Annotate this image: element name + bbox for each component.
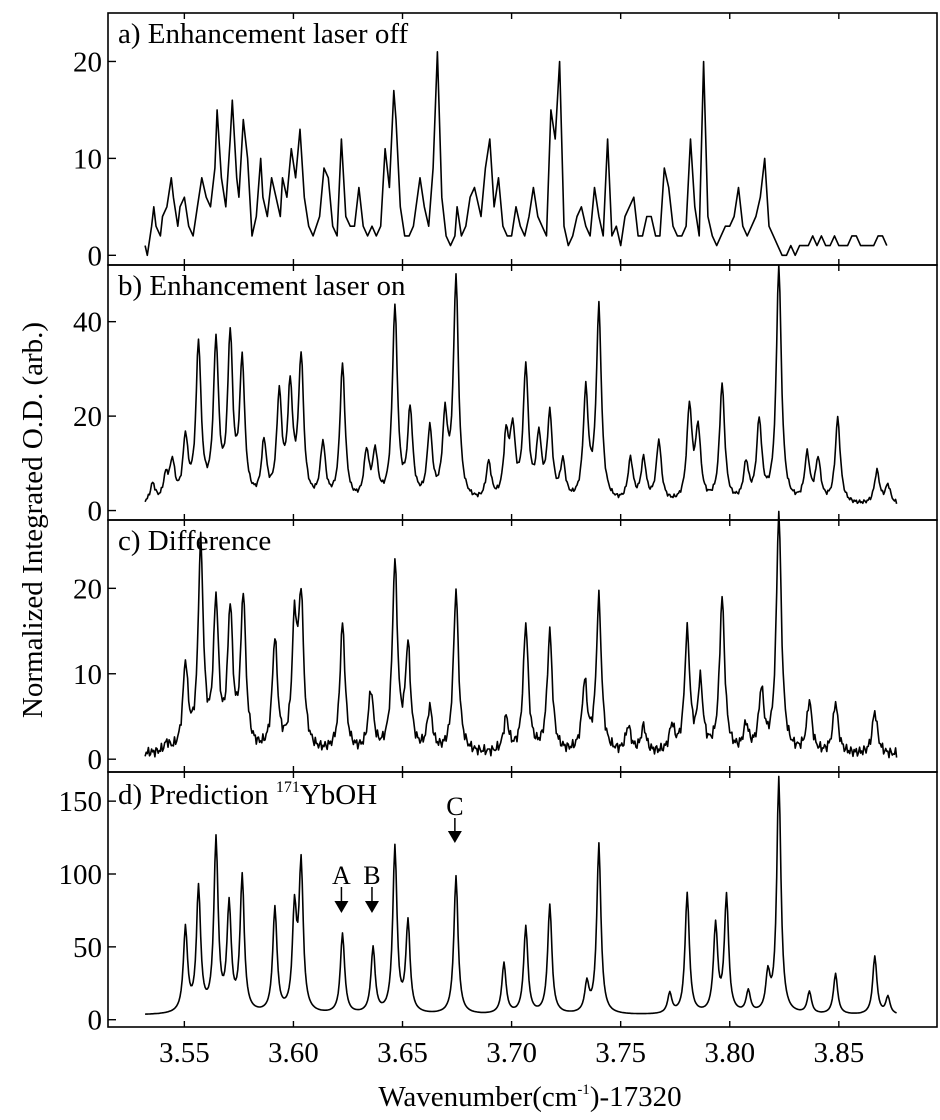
series-line-b [144, 264, 898, 505]
annotation-A: A [332, 861, 351, 890]
x-axis-label-sup: -1 [577, 1082, 590, 1098]
y-axis-label: Normalized Integrated O.D. (arb.) [17, 322, 49, 718]
annotation-B: B [363, 861, 380, 890]
x-tick-labels: 3.55 3.60 3.65 3.70 3.75 3.80 3.85 [159, 1037, 864, 1069]
panel-title: c) Difference [118, 525, 271, 557]
arrow-down-icon [364, 901, 379, 913]
y-tick-label: 100 [59, 859, 103, 891]
x-axis-label-tail: )-17320 [590, 1081, 682, 1113]
annotation-C: C [446, 792, 463, 821]
y-tick-label: 0 [88, 1005, 103, 1037]
x-axis-label: Wavenumber(cm-1)-17320 [378, 1081, 681, 1113]
y-tick-label: 0 [88, 240, 103, 272]
x-tick-label: 3.80 [704, 1037, 755, 1069]
arrow-down-icon [334, 901, 349, 913]
panel-b: 0 20 40 b) Enhancement laser on [73, 264, 938, 528]
y-tick-label: 0 [88, 744, 103, 776]
x-tick-label: 3.85 [813, 1037, 864, 1069]
y-tick-label: 20 [73, 46, 102, 78]
panel-title-main: d) Prediction [118, 779, 276, 811]
y-tick-label: 20 [73, 401, 102, 433]
x-tick-label: 3.60 [268, 1037, 319, 1069]
panel-d: 0 50 100 150 d) Prediction 171YbOH A B C [59, 771, 938, 1037]
x-tick-label: 3.55 [159, 1037, 210, 1069]
panel-title-sup: 171 [276, 779, 300, 796]
panel-c: 0 10 20 c) Difference [73, 510, 938, 776]
x-tick-label: 3.65 [377, 1037, 428, 1069]
panel-title: d) Prediction 171YbOH [118, 779, 377, 811]
panel-title: a) Enhancement laser off [118, 18, 408, 50]
arrow-down-icon [447, 831, 462, 843]
x-tick-label: 3.75 [595, 1037, 646, 1069]
panel-frame [107, 771, 938, 1028]
y-tick-label: 150 [59, 786, 103, 818]
y-tick-label: 20 [73, 573, 102, 605]
series-line-c [144, 510, 898, 759]
panel-title-tail: YbOH [300, 779, 377, 811]
y-tick-label: 40 [73, 307, 102, 339]
series-line-d [145, 775, 897, 1015]
panel-a: 0 10 20 a) Enhancement laser off [73, 12, 938, 272]
x-axis-label-main: Wavenumber(cm [378, 1081, 577, 1113]
y-tick-label: 10 [73, 659, 102, 691]
y-tick-label: 0 [88, 496, 103, 528]
x-tick-label: 3.70 [486, 1037, 537, 1069]
y-tick-label: 50 [73, 932, 102, 964]
y-tick-label: 10 [73, 143, 102, 175]
series-line-a [144, 51, 888, 257]
panel-title: b) Enhancement laser on [118, 270, 406, 302]
panels: 0 10 20 a) Enhancement laser off 0 20 40 b) Enh… [59, 12, 938, 1037]
panel-frame [107, 12, 938, 266]
